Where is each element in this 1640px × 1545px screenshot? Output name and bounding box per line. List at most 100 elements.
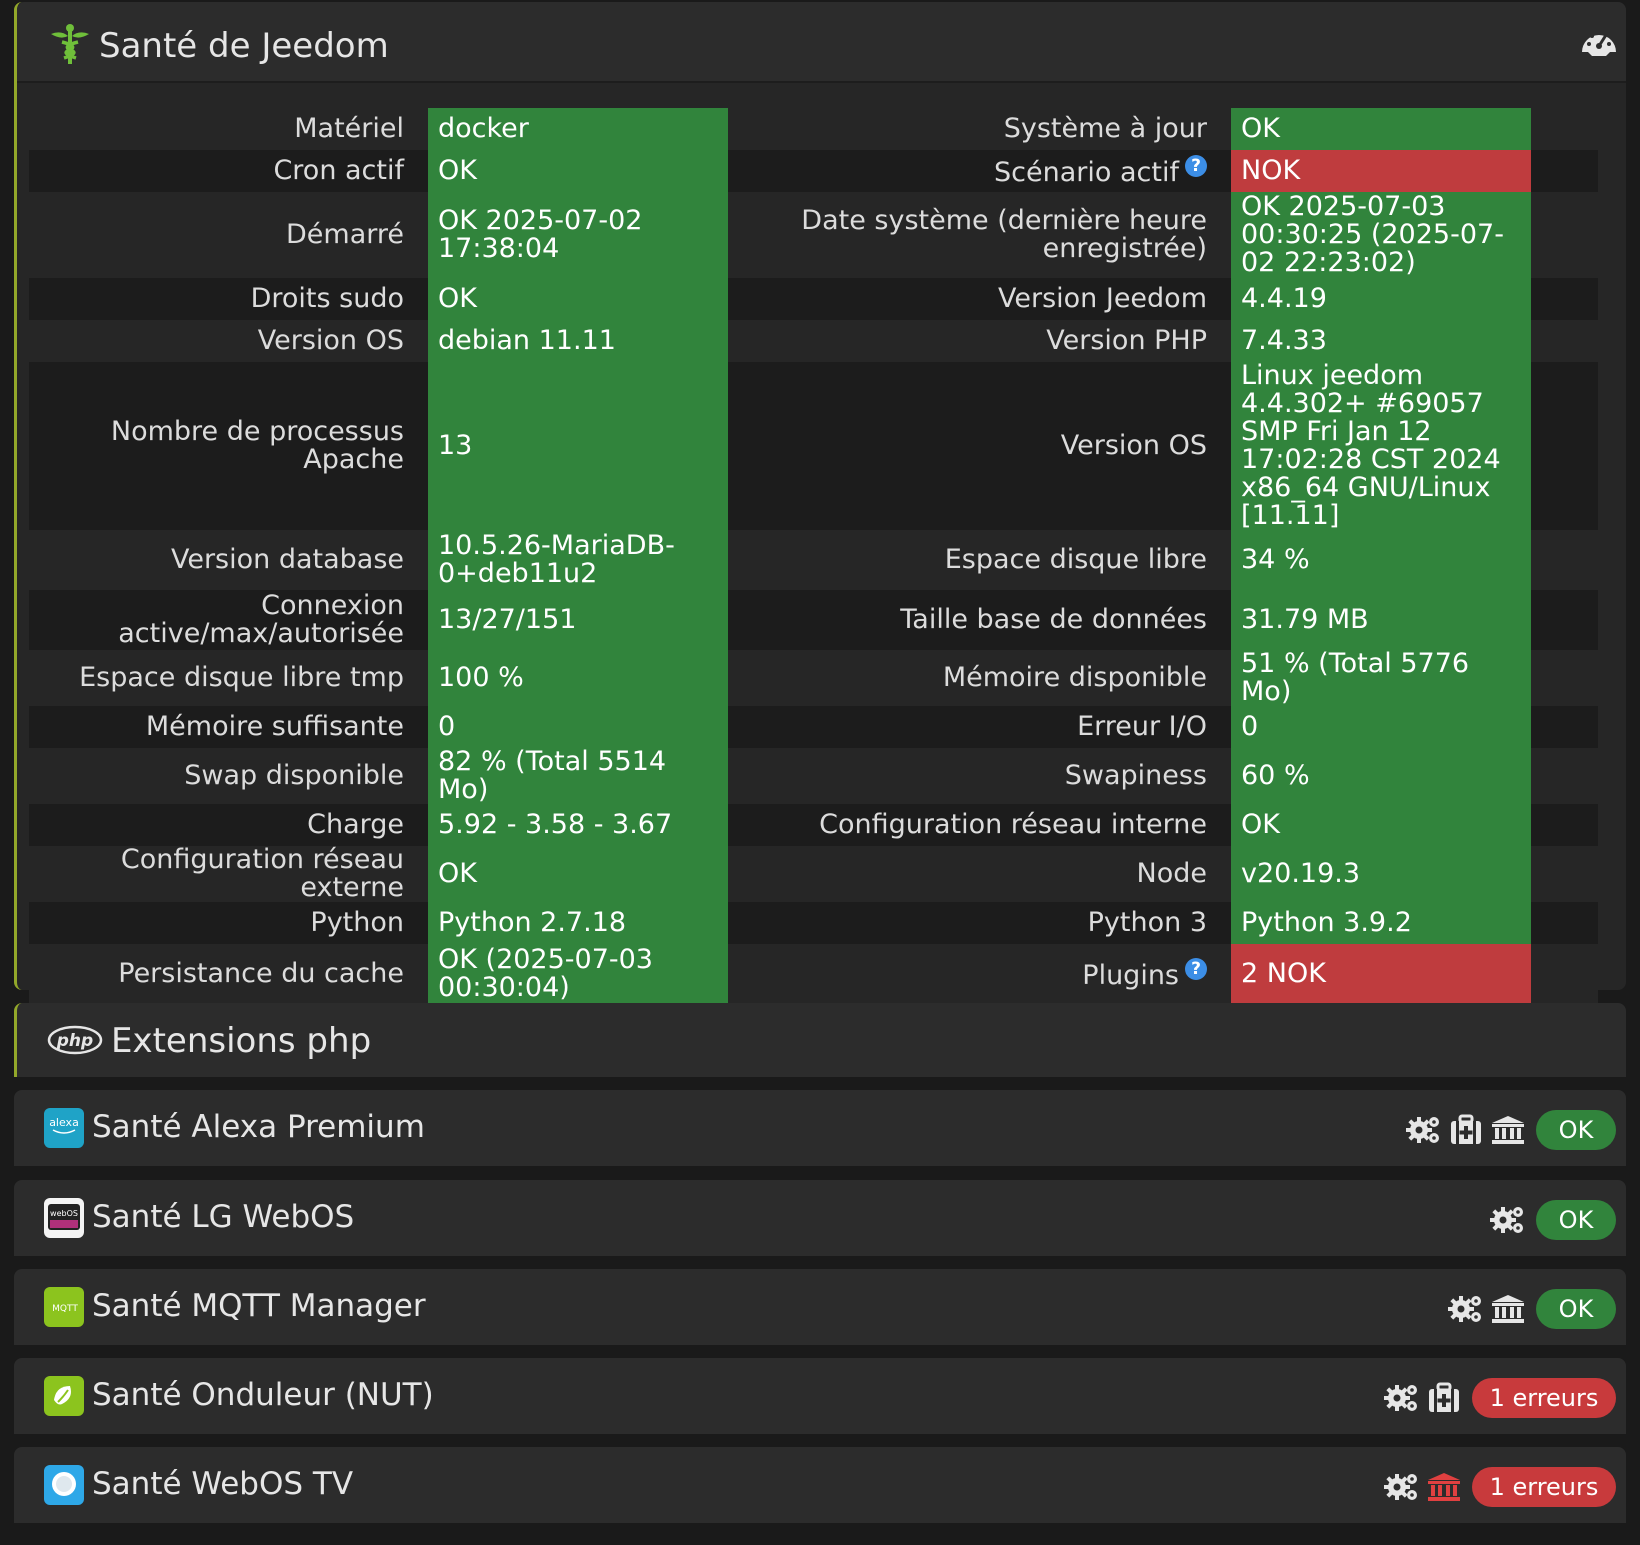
health-value-left: OK 2025-07-02 17:38:04: [428, 192, 728, 278]
medkit-icon[interactable]: [1448, 1114, 1484, 1146]
health-label-left: Espace disque libre tmp: [29, 650, 428, 706]
row-spacer: [1531, 530, 1598, 590]
plugin-health-name: Santé Alexa Premium: [92, 1109, 425, 1145]
row-spacer: [1531, 804, 1598, 846]
php-logo-icon: php: [47, 1025, 103, 1055]
health-value-right: OK: [1231, 804, 1531, 846]
health-label-right: Node: [728, 846, 1231, 902]
plugin-actions: OK: [1448, 1289, 1616, 1329]
health-label-right: Erreur I/O: [728, 706, 1231, 748]
health-label-right-text: Swapiness: [1064, 760, 1207, 791]
health-row: Charge 5.92 - 3.58 - 3.67 Configuration ré…: [29, 804, 1598, 846]
bank-icon[interactable]: [1426, 1471, 1462, 1503]
health-label-right: Python 3: [728, 902, 1231, 944]
health-label-right: Espace disque libre: [728, 530, 1231, 590]
plugin-health-row: webOS Santé LG WebOS OK: [14, 1180, 1626, 1256]
nut-icon: [44, 1376, 84, 1416]
row-spacer: [1531, 320, 1598, 362]
health-row: Mémoire suffisante 0 Erreur I/O 0: [29, 706, 1598, 748]
health-row: Python Python 2.7.18 Python 3 Python 3.9.2: [29, 902, 1598, 944]
health-label-right: Taille base de données: [728, 590, 1231, 650]
row-spacer: [1531, 150, 1598, 192]
health-label-right: Date système (dernière heure enregistrée…: [728, 192, 1231, 278]
webostv-icon: [44, 1465, 84, 1505]
mqtt-icon: MQTT: [44, 1287, 84, 1327]
row-spacer: [1531, 944, 1598, 1004]
health-label-right: Système à jour: [728, 108, 1231, 150]
health-row: Matériel docker Système à jour OK: [29, 108, 1598, 150]
health-value-right: 4.4.19: [1231, 278, 1531, 320]
health-value-right: 2 NOK: [1231, 944, 1531, 1004]
health-row: Démarré OK 2025-07-02 17:38:04 Date systèm…: [29, 192, 1598, 278]
dashboard-gauge-icon[interactable]: [1580, 24, 1618, 58]
health-label-right-text: Python 3: [1087, 907, 1207, 938]
gears-icon[interactable]: [1384, 1382, 1420, 1414]
plugin-status-badge[interactable]: 1 erreurs: [1472, 1378, 1616, 1418]
health-value-left: OK: [428, 278, 728, 320]
webos-icon-text: webOS: [50, 1209, 78, 1218]
health-label-right: Version PHP: [728, 320, 1231, 362]
row-spacer: [1531, 902, 1598, 944]
health-value-right: 34 %: [1231, 530, 1531, 590]
plugin-health-row: Santé Onduleur (NUT) 1 erreurs: [14, 1358, 1626, 1434]
row-spacer: [1531, 362, 1598, 530]
health-panel-header: Santé de Jeedom: [17, 2, 1626, 83]
health-label-left: Configuration réseau externe: [29, 846, 428, 902]
health-value-left: 100 %: [428, 650, 728, 706]
php-extensions-panel: php Extensions php: [14, 1003, 1626, 1077]
plugin-health-name: Santé WebOS TV: [92, 1466, 354, 1502]
help-icon[interactable]: ?: [1185, 155, 1207, 177]
health-row: Cron actif OK Scénario actif? NOK: [29, 150, 1598, 192]
health-label-right-text: Version OS: [1060, 430, 1207, 461]
health-row: Persistance du cache OK (2025-07-03 00:30…: [29, 944, 1598, 1004]
health-label-right: Scénario actif?: [728, 150, 1231, 192]
health-label-right-text: Mémoire disponible: [942, 662, 1207, 693]
health-row: Nombre de processus Apache 13 Version OS Li…: [29, 362, 1598, 530]
health-row: Espace disque libre tmp 100 % Mémoire disp…: [29, 650, 1598, 706]
row-spacer: [1531, 108, 1598, 150]
health-row: Droits sudo OK Version Jeedom 4.4.19: [29, 278, 1598, 320]
plugin-actions: OK: [1406, 1110, 1616, 1150]
health-value-left: OK: [428, 846, 728, 902]
gears-icon[interactable]: [1490, 1204, 1526, 1236]
bank-icon[interactable]: [1490, 1114, 1526, 1146]
gears-icon[interactable]: [1384, 1471, 1420, 1503]
health-panel-title: Santé de Jeedom: [99, 26, 389, 66]
health-row: Swap disponible 82 % (Total 5514 Mo) Swapi…: [29, 748, 1598, 804]
help-icon[interactable]: ?: [1185, 958, 1207, 980]
health-label-left: Matériel: [29, 108, 428, 150]
health-label-left: Version database: [29, 530, 428, 590]
plugin-status-badge[interactable]: OK: [1536, 1200, 1616, 1240]
plugin-health-row: Santé WebOS TV 1 erreurs: [14, 1447, 1626, 1523]
health-label-right: Version OS: [728, 362, 1231, 530]
caduceus-icon: [51, 24, 89, 64]
plugin-status-badge[interactable]: OK: [1536, 1110, 1616, 1150]
health-label-right-text: Espace disque libre: [944, 544, 1207, 575]
row-spacer: [1531, 590, 1598, 650]
gears-icon[interactable]: [1406, 1114, 1442, 1146]
gears-icon[interactable]: [1448, 1293, 1484, 1325]
row-spacer: [1531, 748, 1598, 804]
health-value-right: 0: [1231, 706, 1531, 748]
row-spacer: [1531, 650, 1598, 706]
health-value-left: debian 11.11: [428, 320, 728, 362]
health-row: Version OS debian 11.11 Version PHP 7.4.33: [29, 320, 1598, 362]
plugin-health-name: Santé LG WebOS: [92, 1199, 355, 1235]
health-label-left: Version OS: [29, 320, 428, 362]
health-value-right: 31.79 MB: [1231, 590, 1531, 650]
health-value-right: OK: [1231, 108, 1531, 150]
health-value-right: Python 3.9.2: [1231, 902, 1531, 944]
health-label-right-text: Plugins: [1082, 960, 1179, 991]
bank-icon[interactable]: [1490, 1293, 1526, 1325]
medkit-icon[interactable]: [1426, 1382, 1462, 1414]
plugin-actions: 1 erreurs: [1384, 1378, 1616, 1418]
health-value-right: Linux jeedom 4.4.302+ #69057 SMP Fri Jan…: [1231, 362, 1531, 530]
health-value-left: 10.5.26-MariaDB-0+deb11u2: [428, 530, 728, 590]
health-label-left: Python: [29, 902, 428, 944]
health-label-left: Nombre de processus Apache: [29, 362, 428, 530]
alexa-icon-text: alexa: [49, 1116, 79, 1129]
plugin-status-badge[interactable]: OK: [1536, 1289, 1616, 1329]
health-value-left: 13/27/151: [428, 590, 728, 650]
plugin-status-badge[interactable]: 1 erreurs: [1472, 1467, 1616, 1507]
health-value-right: v20.19.3: [1231, 846, 1531, 902]
